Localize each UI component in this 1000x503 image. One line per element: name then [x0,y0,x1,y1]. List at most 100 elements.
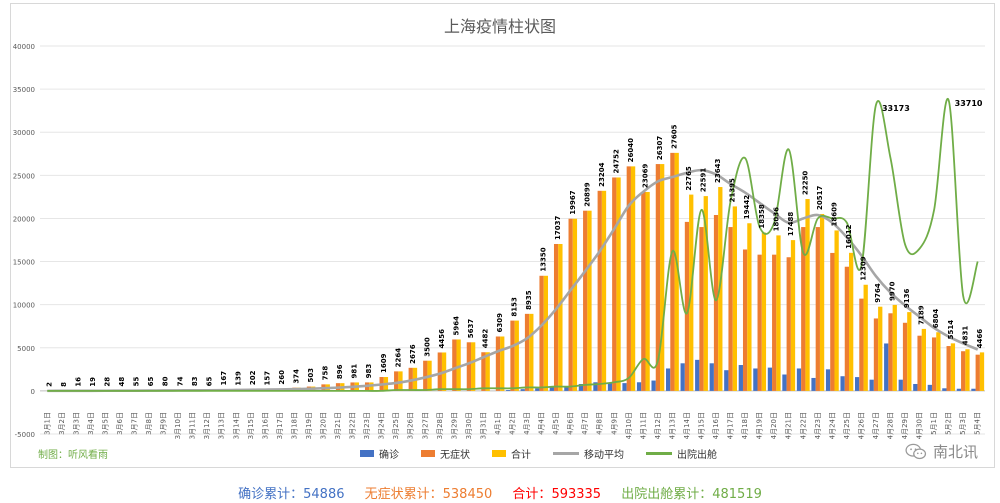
bar-total [761,232,767,391]
bar-confirmed [724,370,729,391]
chart-credit: 制图：听风看雨 [38,450,108,461]
bar-confirmed [666,368,671,391]
bar-confirmed [942,388,947,391]
data-label: 9764 [874,283,882,303]
y-tick-label: 40000 [13,43,35,51]
data-label: 20899 [583,182,591,206]
bar-total [747,223,752,391]
bar-asymptomatic [859,298,864,391]
grand-total: 合计：593335 [512,487,605,502]
bar-asymptomatic [670,152,675,391]
x-tick-label: 3月17日 [276,412,284,439]
data-label: 21395 [729,178,737,202]
x-tick-label: 4月29日 [901,412,909,439]
bar-total [732,206,737,391]
bar-total [645,191,650,391]
bar-asymptomatic [524,313,530,391]
bar-total [965,349,970,391]
discharged-line [47,97,979,392]
x-tick-label: 4月6日 [567,412,575,435]
x-tick-label: 3月27日 [421,412,429,439]
data-label: 2676 [409,344,417,364]
x-tick-label: 3月15日 [247,412,255,439]
bar-total [572,218,578,391]
bar-asymptomatic [423,360,428,391]
bar-asymptomatic [481,352,486,391]
data-label: 22250 [801,171,809,195]
data-label: 4482 [482,329,490,349]
x-tick-label: 4月10日 [625,412,633,439]
y-tick-label: 10000 [13,302,35,310]
data-label: 981 [351,364,359,379]
legend-label-total: 合计 [511,450,531,461]
data-label: 2264 [394,348,402,368]
bar-confirmed [869,379,874,391]
data-label: 5964 [452,316,460,336]
bar-total [819,213,825,391]
bar-confirmed [927,384,932,391]
x-tick-label: 3月4日 [87,412,95,435]
bar-asymptomatic [830,252,835,391]
data-label: 17488 [787,212,795,236]
bar-asymptomatic [553,243,559,391]
asymptomatic-total-value: 538450 [442,487,493,502]
data-label: 2 [45,382,53,387]
grand-total-value: 593335 [551,487,602,502]
legend-total: 合计 [492,446,531,461]
y-tick-label: 20000 [13,215,35,223]
bar-total [703,196,708,391]
data-label: 22765 [685,166,693,190]
x-tick-label: 4月28日 [887,412,895,439]
x-tick-label: 4月1日 [494,412,502,435]
x-tick-label: 3月1日 [43,412,51,435]
bar-asymptomatic [495,336,501,391]
data-label: 12309 [860,256,868,280]
bar-confirmed [840,376,845,391]
x-tick-label: 3月20日 [320,412,328,439]
x-tick-label: 4月22日 [799,412,807,439]
bar-total [471,342,476,391]
data-label: 13350 [540,247,548,271]
legend-asymptomatic: 无症状 [421,446,470,461]
bar-total [892,304,897,391]
data-label: 74 [176,376,184,386]
x-tick-label: 3月3日 [72,412,80,435]
data-label: 24752 [612,149,620,173]
bar-confirmed [825,369,831,391]
data-label: 65 [147,376,155,386]
data-label: 18358 [758,204,766,228]
x-tick-label: 3月21日 [334,412,342,439]
bar-confirmed [782,374,787,391]
data-label: 18609 [830,202,838,226]
discharged-total: 出院出舱累计：481519 [621,487,762,502]
bar-confirmed [767,367,773,391]
peak-annotation: 33173 [882,104,910,113]
bar-asymptomatic [437,352,442,391]
y-tick-label: 30000 [13,129,35,137]
data-label: 23643 [714,159,722,183]
bar-total [587,210,592,391]
bar-total [616,177,621,391]
data-label: 17037 [554,216,562,240]
y-tick-label: 5000 [17,345,35,353]
data-label: 7189 [918,305,926,325]
bar-total [500,336,505,391]
bar-asymptomatic [510,320,515,391]
bar-asymptomatic [931,337,937,391]
bar-asymptomatic [713,214,719,391]
bar-total [674,152,679,391]
data-label: 16 [74,377,82,387]
bar-confirmed [578,383,584,391]
data-label: 27605 [671,124,679,148]
data-label: 139 [234,371,242,386]
x-tick-label: 5月3日 [959,412,967,435]
data-label: 202 [249,370,257,385]
data-label: 4466 [976,329,984,349]
x-tick-label: 4月27日 [872,412,880,439]
x-tick-label: 4月8日 [596,412,604,435]
bar-confirmed [520,389,525,391]
bar-asymptomatic [728,227,733,391]
x-tick-label: 3月6日 [116,412,124,435]
data-label: 374 [293,369,301,384]
x-tick-label: 4月9日 [610,412,618,435]
